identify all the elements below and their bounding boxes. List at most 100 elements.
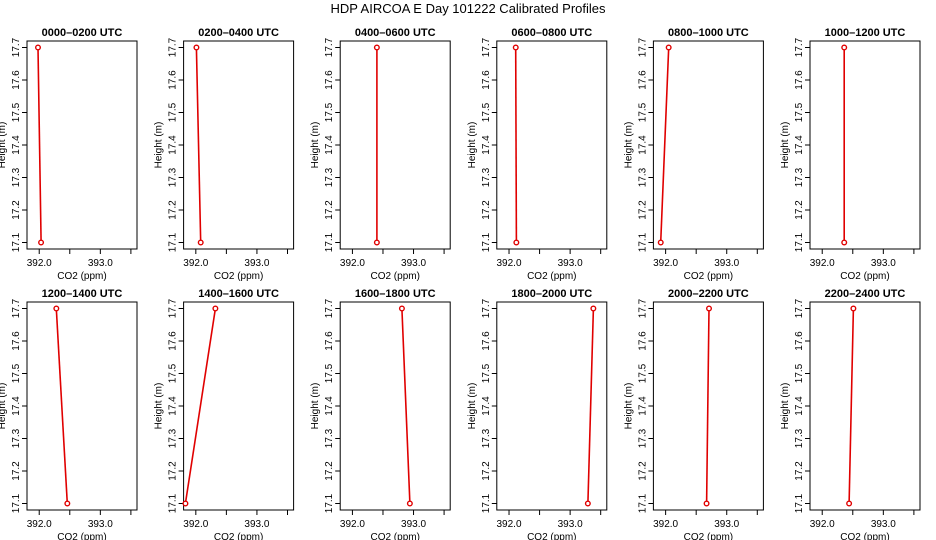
y-tick-label: 17.5 — [794, 102, 805, 122]
y-tick-label: 17.7 — [794, 37, 805, 57]
profile-line — [587, 308, 595, 504]
y-tick-label: 17.3 — [11, 428, 22, 448]
x-tick-label: 393.0 — [871, 258, 896, 269]
x-tick-label: 392.0 — [340, 519, 365, 530]
y-tick-label: 17.1 — [168, 493, 179, 513]
y-tick-label: 17.1 — [11, 493, 22, 513]
y-tick-label: 17.7 — [11, 298, 22, 318]
y-tick-label: 17.3 — [637, 167, 648, 187]
y-tick-label: 17.1 — [481, 493, 492, 513]
x-tick-label: 392.0 — [497, 519, 522, 530]
profile-point — [850, 305, 857, 312]
profile-panel: 1200–1400 UTC 392.0 393.0 17.1 17.2 17.3 17.4 1… — [0, 288, 138, 540]
profile-point — [64, 500, 71, 507]
plot-frame — [339, 301, 451, 511]
y-tick-label: 17.1 — [637, 232, 648, 252]
y-tick-label: 17.6 — [11, 70, 22, 90]
y-tick-label: 17.5 — [11, 363, 22, 383]
panel-title: 0400–0600 UTC — [355, 27, 436, 39]
x-tick-label: 393.0 — [244, 519, 269, 530]
profile-point — [512, 44, 519, 51]
profile-point — [38, 239, 45, 246]
x-tick-label: 392.0 — [653, 258, 678, 269]
y-tick-label: 17.2 — [324, 461, 335, 481]
y-tick-label: 17.2 — [11, 200, 22, 220]
x-axis-label: CO2 (ppm) — [684, 271, 733, 282]
x-tick-label: 393.0 — [558, 258, 583, 269]
plot-frame — [26, 301, 138, 511]
y-tick-label: 17.7 — [168, 298, 179, 318]
plot-frame — [809, 40, 921, 250]
x-tick-label: 393.0 — [401, 258, 426, 269]
profile-point — [590, 305, 597, 312]
y-tick-label: 17.6 — [481, 70, 492, 90]
profile-point — [373, 44, 380, 51]
y-tick-label: 17.5 — [637, 363, 648, 383]
panel-title: 2000–2200 UTC — [668, 288, 749, 300]
x-axis-label: CO2 (ppm) — [370, 271, 419, 282]
profile-point — [513, 239, 520, 246]
profile-panel: 2200–2400 UTC 392.0 393.0 17.1 17.2 17.3 17.4 1… — [780, 288, 921, 540]
profile-panel: 0600–0800 UTC 392.0 393.0 17.1 17.2 17.3 17.4 1… — [467, 27, 608, 282]
y-tick-label: 17.5 — [637, 102, 648, 122]
x-axis-label: CO2 (ppm) — [527, 271, 576, 282]
y-tick-label: 17.6 — [637, 331, 648, 351]
profile-line — [705, 308, 710, 504]
profile-point — [373, 239, 380, 246]
y-tick-label: 17.1 — [11, 232, 22, 252]
x-axis-label: CO2 (ppm) — [840, 271, 889, 282]
profile-panel: 1800–2000 UTC 392.0 393.0 17.1 17.2 17.3 17.4 1… — [467, 288, 608, 540]
panel-title: 1800–2000 UTC — [511, 288, 592, 300]
y-tick-label: 17.7 — [794, 298, 805, 318]
y-tick-label: 17.4 — [637, 396, 648, 416]
y-tick-label: 17.4 — [11, 135, 22, 155]
y-tick-label: 17.2 — [637, 200, 648, 220]
y-tick-label: 17.2 — [168, 200, 179, 220]
profile-point — [182, 500, 189, 507]
plot-frame — [26, 40, 138, 250]
y-tick-label: 17.4 — [324, 396, 335, 416]
y-tick-label: 17.7 — [11, 37, 22, 57]
y-axis-label: Height (m) — [623, 122, 634, 169]
y-tick-label: 17.3 — [637, 428, 648, 448]
y-tick-label: 17.7 — [481, 37, 492, 57]
profile-point — [841, 239, 848, 246]
y-tick-label: 17.3 — [168, 428, 179, 448]
plot-frame — [652, 40, 764, 250]
x-axis-label: CO2 (ppm) — [57, 271, 106, 282]
x-tick-label: 392.0 — [340, 258, 365, 269]
y-tick-label: 17.5 — [481, 102, 492, 122]
x-tick-label: 392.0 — [183, 258, 208, 269]
panel-title: 0000–0200 UTC — [42, 27, 123, 39]
x-tick-label: 393.0 — [88, 258, 113, 269]
y-axis-label: Height (m) — [310, 383, 321, 430]
y-tick-label: 17.1 — [637, 493, 648, 513]
profile-panel: 0400–0600 UTC 392.0 393.0 17.1 17.2 17.3 17.4 1… — [310, 27, 451, 282]
y-axis-label: Height (m) — [0, 383, 8, 430]
y-tick-label: 17.2 — [794, 461, 805, 481]
profile-line — [195, 47, 202, 243]
x-tick-label: 393.0 — [244, 258, 269, 269]
y-tick-label: 17.6 — [168, 331, 179, 351]
x-tick-label: 393.0 — [714, 519, 739, 530]
y-tick-label: 17.2 — [794, 200, 805, 220]
x-axis-label: CO2 (ppm) — [57, 532, 106, 540]
profile-point — [584, 500, 591, 507]
profile-point — [35, 44, 42, 51]
y-tick-label: 17.1 — [481, 232, 492, 252]
profile-panel: 2000–2200 UTC 392.0 393.0 17.1 17.2 17.3 17.4 1… — [623, 288, 764, 540]
y-tick-label: 17.4 — [168, 396, 179, 416]
y-tick-label: 17.7 — [324, 37, 335, 57]
y-axis-label: Height (m) — [467, 122, 478, 169]
y-tick-label: 17.3 — [481, 428, 492, 448]
y-tick-label: 17.3 — [324, 167, 335, 187]
profile-panel: 0200–0400 UTC 392.0 393.0 17.1 17.2 17.3 17.4 1… — [154, 27, 295, 282]
profile-point — [657, 239, 664, 246]
y-tick-label: 17.1 — [324, 232, 335, 252]
y-tick-label: 17.1 — [168, 232, 179, 252]
y-axis-label: Height (m) — [0, 122, 8, 169]
profile-point — [398, 305, 405, 312]
y-tick-label: 17.3 — [794, 428, 805, 448]
y-tick-label: 17.6 — [324, 70, 335, 90]
